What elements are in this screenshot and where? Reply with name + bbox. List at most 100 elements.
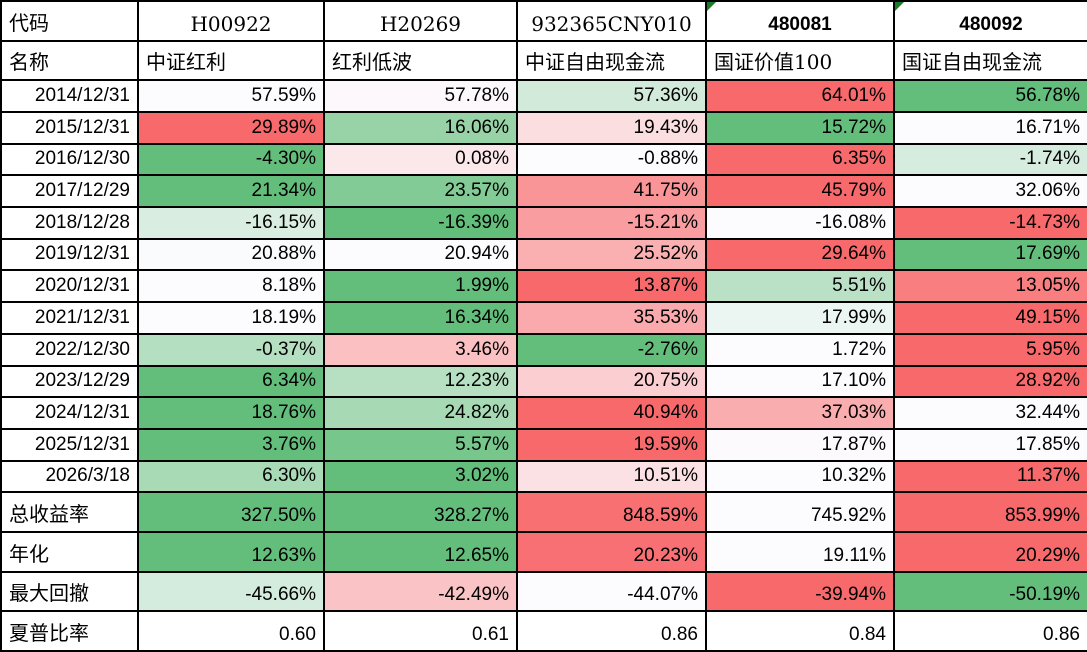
value-cell[interactable]: 5.95% — [893, 332, 1087, 367]
value-cell[interactable]: 17.10% — [705, 364, 895, 399]
value-cell[interactable]: -4.30% — [137, 142, 325, 177]
value-cell[interactable]: -0.88% — [516, 142, 707, 177]
row-label-cell[interactable]: 2023/12/29 — [0, 364, 139, 399]
value-cell[interactable]: 23.57% — [323, 174, 518, 209]
value-cell[interactable]: 28.92% — [893, 364, 1087, 399]
row-label-cell[interactable]: 2018/12/28 — [0, 206, 139, 240]
value-cell[interactable]: 5.57% — [323, 427, 518, 462]
value-cell[interactable]: 853.99% — [893, 491, 1087, 534]
value-cell[interactable]: 745.92% — [705, 491, 895, 534]
value-cell[interactable]: 17.99% — [705, 301, 895, 335]
value-cell[interactable]: 10.32% — [705, 459, 895, 494]
value-cell[interactable]: 1.99% — [323, 269, 518, 304]
value-cell[interactable]: 17.69% — [893, 237, 1087, 272]
value-cell[interactable]: 57.36% — [516, 79, 707, 113]
name-cell[interactable]: 国证自由现金流 — [893, 39, 1087, 82]
value-cell[interactable]: 18.19% — [137, 301, 325, 335]
value-cell[interactable]: 20.75% — [516, 364, 707, 399]
row-label-cell[interactable]: 2020/12/31 — [0, 269, 139, 304]
row-label-cell[interactable]: 2026/3/18 — [0, 459, 139, 494]
value-cell[interactable]: 6.34% — [137, 364, 325, 399]
value-cell[interactable]: 3.46% — [323, 332, 518, 367]
value-cell[interactable]: 5.51% — [705, 269, 895, 304]
name-cell[interactable]: 中证红利 — [137, 39, 325, 82]
row-label-cell[interactable]: 2017/12/29 — [0, 174, 139, 209]
value-cell[interactable]: 17.85% — [893, 427, 1087, 462]
value-cell[interactable]: 328.27% — [323, 491, 518, 534]
value-cell[interactable]: 16.71% — [893, 110, 1087, 145]
value-cell[interactable]: 21.34% — [137, 174, 325, 209]
row-label-cell[interactable]: 2022/12/30 — [0, 332, 139, 367]
value-cell[interactable]: 0.84 — [705, 610, 895, 652]
value-cell[interactable]: 1.72% — [705, 332, 895, 367]
value-cell[interactable]: 37.03% — [705, 396, 895, 430]
value-cell[interactable]: 0.61 — [323, 610, 518, 652]
row-label-cell[interactable]: 2024/12/31 — [0, 396, 139, 430]
value-cell[interactable]: 32.44% — [893, 396, 1087, 430]
value-cell[interactable]: 13.05% — [893, 269, 1087, 304]
value-cell[interactable]: 17.87% — [705, 427, 895, 462]
name-cell[interactable]: 国证价值100 — [705, 39, 895, 82]
value-cell[interactable]: 25.52% — [516, 237, 707, 272]
value-cell[interactable]: 12.63% — [137, 531, 325, 573]
row-label-cell[interactable]: 2019/12/31 — [0, 237, 139, 272]
value-cell[interactable]: 29.64% — [705, 237, 895, 272]
code-cell[interactable]: 480081 — [705, 0, 895, 42]
value-cell[interactable]: 41.75% — [516, 174, 707, 209]
value-cell[interactable]: -44.07% — [516, 570, 707, 613]
value-cell[interactable]: 0.86 — [516, 610, 707, 652]
value-cell[interactable]: 6.30% — [137, 459, 325, 494]
name-cell[interactable]: 红利低波 — [323, 39, 518, 82]
value-cell[interactable]: 11.37% — [893, 459, 1087, 494]
corner-name-label-cell[interactable]: 名称 — [0, 39, 139, 82]
value-cell[interactable]: 49.15% — [893, 301, 1087, 335]
code-cell[interactable]: 932365CNY010 — [516, 0, 707, 42]
value-cell[interactable]: -2.76% — [516, 332, 707, 367]
value-cell[interactable]: 10.51% — [516, 459, 707, 494]
value-cell[interactable]: 64.01% — [705, 79, 895, 113]
row-label-cell[interactable]: 2014/12/31 — [0, 79, 139, 113]
value-cell[interactable]: 29.89% — [137, 110, 325, 145]
row-label-cell[interactable]: 夏普比率 — [0, 610, 139, 652]
corner-code-label-cell[interactable]: 代码 — [0, 0, 139, 42]
row-label-cell[interactable]: 总收益率 — [0, 491, 139, 534]
value-cell[interactable]: 0.86 — [893, 610, 1087, 652]
value-cell[interactable]: 13.87% — [516, 269, 707, 304]
value-cell[interactable]: 32.06% — [893, 174, 1087, 209]
value-cell[interactable]: 56.78% — [893, 79, 1087, 113]
name-cell[interactable]: 中证自由现金流 — [516, 39, 707, 82]
value-cell[interactable]: -39.94% — [705, 570, 895, 613]
value-cell[interactable]: -50.19% — [893, 570, 1087, 613]
value-cell[interactable]: 45.79% — [705, 174, 895, 209]
value-cell[interactable]: 327.50% — [137, 491, 325, 534]
value-cell[interactable]: 12.65% — [323, 531, 518, 573]
code-cell[interactable]: H20269 — [323, 0, 518, 42]
row-label-cell[interactable]: 2025/12/31 — [0, 427, 139, 462]
value-cell[interactable]: -45.66% — [137, 570, 325, 613]
code-cell[interactable]: H00922 — [137, 0, 325, 42]
value-cell[interactable]: 6.35% — [705, 142, 895, 177]
value-cell[interactable]: 848.59% — [516, 491, 707, 534]
value-cell[interactable]: 57.59% — [137, 79, 325, 113]
value-cell[interactable]: 19.59% — [516, 427, 707, 462]
value-cell[interactable]: 0.60 — [137, 610, 325, 652]
row-label-cell[interactable]: 最大回撤 — [0, 570, 139, 613]
value-cell[interactable]: -15.21% — [516, 206, 707, 240]
value-cell[interactable]: -16.08% — [705, 206, 895, 240]
value-cell[interactable]: 20.88% — [137, 237, 325, 272]
value-cell[interactable]: 24.82% — [323, 396, 518, 430]
value-cell[interactable]: -1.74% — [893, 142, 1087, 177]
value-cell[interactable]: 57.78% — [323, 79, 518, 113]
value-cell[interactable]: 35.53% — [516, 301, 707, 335]
value-cell[interactable]: -16.15% — [137, 206, 325, 240]
value-cell[interactable]: 18.76% — [137, 396, 325, 430]
row-label-cell[interactable]: 年化 — [0, 531, 139, 573]
value-cell[interactable]: 12.23% — [323, 364, 518, 399]
value-cell[interactable]: 20.29% — [893, 531, 1087, 573]
value-cell[interactable]: 19.43% — [516, 110, 707, 145]
value-cell[interactable]: -16.39% — [323, 206, 518, 240]
value-cell[interactable]: 16.34% — [323, 301, 518, 335]
value-cell[interactable]: 20.94% — [323, 237, 518, 272]
row-label-cell[interactable]: 2021/12/31 — [0, 301, 139, 335]
value-cell[interactable]: -42.49% — [323, 570, 518, 613]
